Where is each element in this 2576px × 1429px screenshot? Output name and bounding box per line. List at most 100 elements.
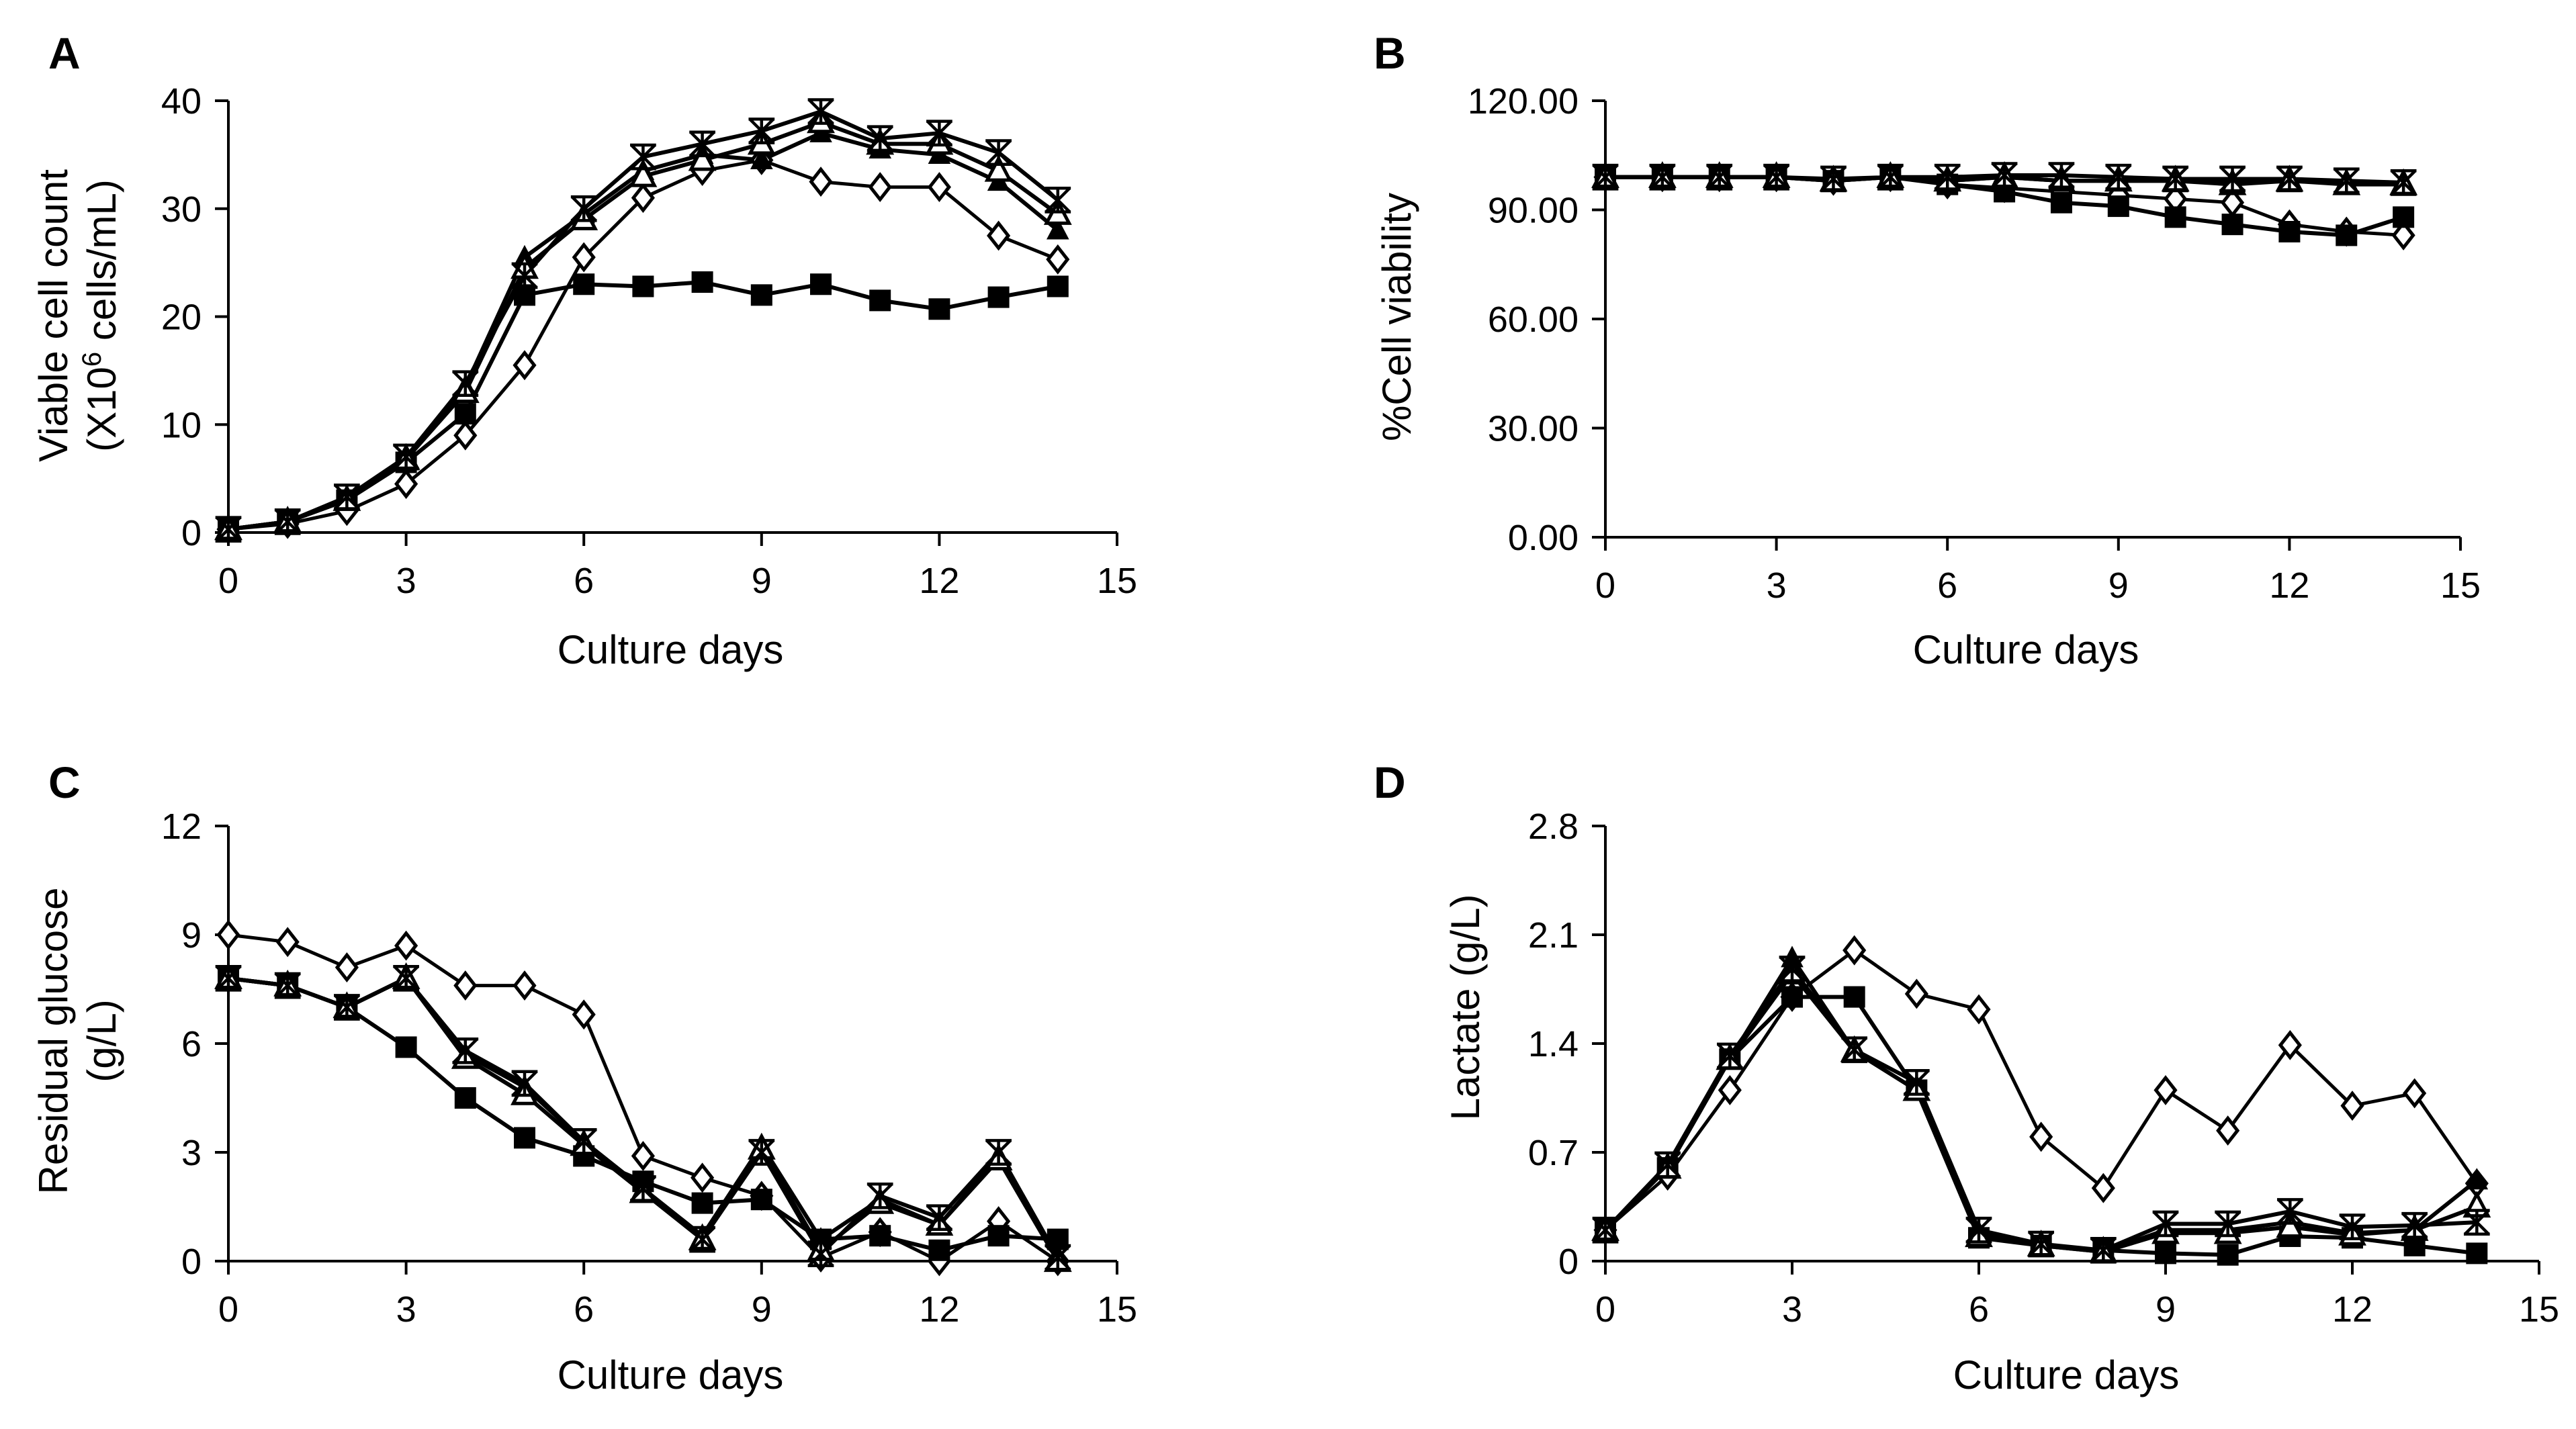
- data-point-asterisk: [1706, 163, 1733, 191]
- panel-b-ylabel: %Cell viability: [1374, 193, 1419, 441]
- data-point-asterisk: [2401, 1211, 2428, 1239]
- data-point-diamond-open: [513, 970, 537, 1001]
- data-point-square-filled: [928, 1239, 950, 1261]
- panel-a-ylabel-unit-post: cells/mL): [79, 179, 124, 352]
- data-point-asterisk: [570, 1127, 597, 1155]
- data-point-asterisk: [748, 1139, 775, 1166]
- data-point-asterisk: [1649, 163, 1676, 191]
- data-point-diamond-open: [868, 172, 892, 203]
- panel-b-xlabel: Culture days: [1913, 627, 2139, 672]
- panel-a-xlabel: Culture days: [558, 627, 784, 672]
- data-point-square-filled: [928, 298, 950, 320]
- data-point-asterisk: [2162, 165, 2189, 193]
- data-point-square-filled: [514, 1127, 535, 1149]
- data-point-asterisk: [334, 994, 360, 1021]
- data-point-diamond-open: [691, 1162, 715, 1193]
- panel-a-ylabel: Viable cell count: [31, 169, 76, 462]
- panel-c-letter: C: [48, 757, 81, 807]
- y-tick-label: 30.00: [1488, 409, 1579, 449]
- x-tick-label: 12: [919, 561, 959, 601]
- x-tick-label: 9: [2156, 1289, 2176, 1330]
- x-tick-label: 15: [1097, 1289, 1137, 1330]
- x-tick-label: 9: [2108, 565, 2129, 606]
- data-point-square-filled: [2164, 206, 2186, 228]
- y-tick-label: 12: [161, 806, 202, 847]
- data-point-diamond-open: [2153, 1074, 2178, 1105]
- data-point-square-filled: [2050, 191, 2072, 214]
- panel-a: A 0 3 6 9 12 15 0 10 20 30 40 Culture days Viable …: [31, 28, 1137, 672]
- x-tick-label: 6: [574, 1289, 594, 1330]
- data-point-asterisk: [985, 1139, 1012, 1166]
- x-tick-label: 3: [396, 561, 416, 601]
- data-point-asterisk: [2339, 1213, 2366, 1240]
- data-point-asterisk: [1965, 1216, 1992, 1244]
- data-point-square-filled: [750, 284, 772, 306]
- data-point-square-filled: [987, 1225, 1010, 1247]
- data-point-square-filled: [1047, 275, 1069, 297]
- data-point-diamond-open: [572, 242, 596, 273]
- x-tick-label: 6: [574, 561, 594, 601]
- data-point-diamond-open: [2029, 1121, 2053, 1152]
- panel-c: C 0 3 6 9 12 15 0 3 6 9 12 Culture days Residual g…: [31, 757, 1137, 1397]
- y-tick-label: 1.4: [1528, 1024, 1579, 1064]
- panel-d-axes: 0 3 6 9 12 15 0 0.7 1.4 2.1 2.8: [1528, 806, 2559, 1330]
- data-point-square-filled: [2393, 206, 2415, 228]
- y-tick-label: 0: [181, 1242, 202, 1282]
- data-point-asterisk: [1045, 1244, 1071, 1271]
- data-point-diamond-open: [394, 469, 418, 500]
- x-tick-label: 3: [1767, 565, 1787, 606]
- data-point-diamond-open: [453, 970, 478, 1001]
- data-point-asterisk: [452, 370, 479, 398]
- data-point-triangle-filled: [2465, 1168, 2489, 1190]
- data-point-asterisk: [1877, 163, 1904, 191]
- data-point-asterisk: [985, 139, 1012, 167]
- data-point-asterisk: [2463, 1209, 2490, 1236]
- data-point-triangle-open: [984, 154, 1013, 182]
- data-point-asterisk: [2276, 165, 2303, 193]
- y-tick-label: 6: [181, 1024, 202, 1064]
- data-point-asterisk: [2390, 169, 2417, 196]
- data-point-diamond-open: [927, 172, 951, 203]
- x-tick-label: 6: [1937, 565, 1957, 606]
- data-point-asterisk: [1841, 1036, 1868, 1064]
- panel-a-ylabel-unit-sup: 6: [77, 352, 107, 367]
- panel-d-letter: D: [1374, 757, 1406, 807]
- panel-a-ylabel-unit: (X106 cells/mL): [77, 179, 124, 452]
- data-point-diamond-open: [572, 999, 596, 1030]
- panel-a-series: [214, 98, 1072, 545]
- panel-b: B 0 3 6 9 12 15 0.00 30.00 60.00 90.00 120.00 Cult…: [1374, 28, 2481, 672]
- data-point-asterisk: [1903, 1069, 1930, 1096]
- data-point-diamond-open: [1904, 978, 1928, 1009]
- data-point-asterisk: [2215, 1210, 2241, 1238]
- x-tick-label: 12: [2269, 565, 2309, 606]
- panel-c-series: [214, 919, 1072, 1277]
- data-point-square-filled: [454, 403, 476, 425]
- data-point-asterisk: [1716, 1042, 1743, 1070]
- data-point-diamond-open: [2391, 220, 2415, 250]
- data-point-square-filled: [1843, 986, 1865, 1008]
- data-point-asterisk: [1779, 956, 1806, 982]
- data-point-asterisk: [1592, 163, 1619, 191]
- data-point-asterisk: [926, 1204, 952, 1232]
- data-point-diamond-open: [2403, 1078, 2427, 1109]
- data-point-asterisk: [215, 964, 242, 992]
- data-point-diamond-open: [1718, 1074, 1742, 1105]
- y-tick-label: 40: [161, 81, 202, 122]
- data-point-diamond-open: [1046, 244, 1070, 275]
- data-point-diamond-open: [335, 952, 359, 983]
- data-point-diamond-open: [216, 919, 240, 950]
- data-point-asterisk: [2276, 1198, 2303, 1225]
- panel-c-xlabel: Culture days: [558, 1352, 784, 1397]
- data-point-square-filled: [2466, 1242, 2488, 1264]
- panel-b-series: [1591, 160, 2418, 250]
- data-point-triangle-filled: [750, 148, 773, 170]
- data-point-square-filled: [395, 1036, 417, 1058]
- data-point-square-filled: [454, 1087, 476, 1109]
- data-point-diamond-open: [987, 220, 1011, 251]
- data-point-diamond-open: [2278, 1029, 2302, 1060]
- x-tick-label: 0: [218, 561, 238, 601]
- y-tick-label: 60.00: [1488, 299, 1579, 340]
- x-tick-label: 0: [1595, 565, 1615, 606]
- data-point-asterisk: [511, 262, 538, 289]
